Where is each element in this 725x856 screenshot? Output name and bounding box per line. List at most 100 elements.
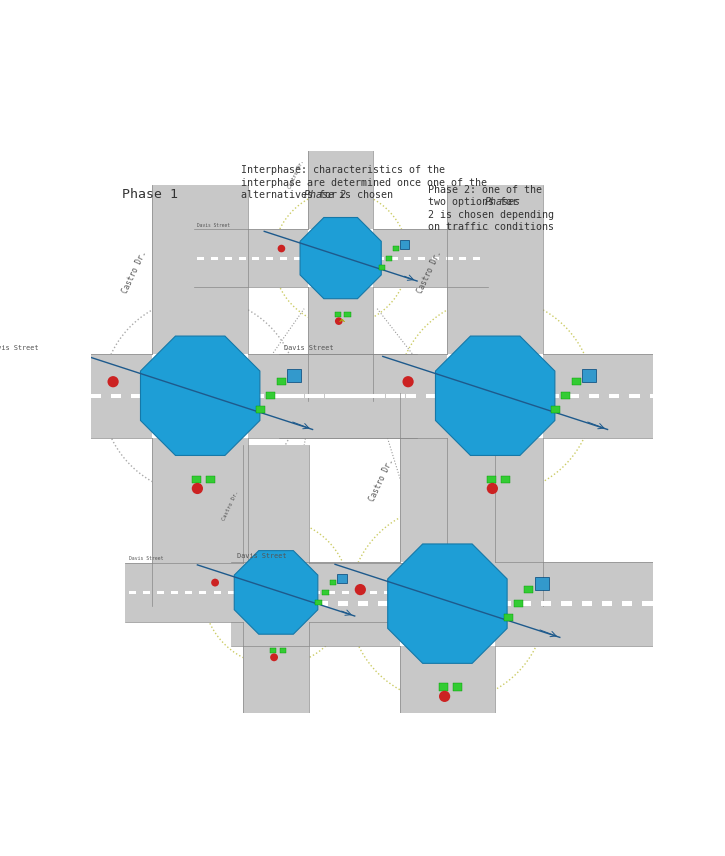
Circle shape	[402, 376, 414, 387]
Bar	[521, 602, 531, 606]
Bar	[398, 591, 405, 594]
Text: Phase 2: Phase 2	[304, 190, 346, 200]
Bar	[9, 394, 20, 398]
Bar	[386, 256, 392, 260]
Bar	[501, 602, 511, 606]
Bar	[334, 394, 344, 398]
Bar	[125, 563, 243, 622]
Bar	[370, 591, 377, 594]
Bar	[495, 562, 664, 645]
Text: interphase are determined once one of the: interphase are determined once one of th…	[241, 178, 487, 187]
Bar	[337, 574, 347, 583]
Bar	[581, 602, 592, 606]
Bar	[280, 648, 286, 653]
Bar	[213, 591, 220, 594]
Bar	[270, 648, 276, 653]
Bar	[344, 312, 351, 318]
Text: Davis Street: Davis Street	[236, 553, 286, 559]
Bar	[194, 229, 308, 287]
Circle shape	[486, 483, 498, 494]
Text: Castro Dr.: Castro Dr.	[221, 490, 239, 521]
Bar	[335, 312, 341, 318]
Bar	[629, 394, 639, 398]
Bar	[266, 257, 273, 259]
Text: Castro Dr.: Castro Dr.	[415, 249, 443, 294]
Bar	[534, 577, 549, 590]
Bar	[514, 600, 523, 607]
Bar	[111, 394, 121, 398]
Bar	[569, 394, 579, 398]
Bar	[314, 394, 324, 398]
Bar	[304, 394, 315, 398]
Bar	[197, 257, 204, 259]
Polygon shape	[388, 544, 507, 663]
Bar	[447, 185, 543, 354]
Bar	[561, 602, 571, 606]
Bar	[131, 394, 141, 398]
Bar	[199, 591, 207, 594]
Circle shape	[107, 376, 119, 387]
Bar	[294, 394, 304, 398]
Bar	[504, 614, 513, 621]
Bar	[345, 394, 355, 398]
Bar	[248, 354, 416, 438]
Bar	[143, 591, 150, 594]
Bar	[294, 257, 301, 259]
Bar	[239, 257, 246, 259]
Bar	[318, 602, 328, 606]
Bar	[308, 115, 373, 229]
Bar	[439, 683, 448, 691]
Bar	[70, 394, 80, 398]
Text: Phases: Phases	[485, 198, 521, 207]
Bar	[399, 645, 495, 814]
Bar	[571, 378, 581, 385]
Bar	[582, 369, 596, 382]
Bar	[191, 476, 201, 483]
Text: Davis Street: Davis Street	[197, 223, 231, 228]
Bar	[432, 257, 439, 259]
Bar	[338, 602, 348, 606]
Bar	[157, 591, 164, 594]
Bar	[609, 394, 619, 398]
Bar	[400, 241, 410, 248]
Bar	[257, 602, 267, 606]
Bar	[277, 602, 287, 606]
Bar	[287, 369, 302, 382]
Polygon shape	[300, 217, 381, 299]
Bar	[426, 394, 436, 398]
Bar	[277, 378, 286, 385]
Text: on traffic conditions: on traffic conditions	[428, 223, 554, 232]
Bar	[356, 591, 363, 594]
Bar	[206, 476, 215, 483]
Bar	[279, 354, 447, 438]
Bar	[328, 591, 335, 594]
Circle shape	[211, 579, 219, 586]
Bar	[622, 602, 632, 606]
Polygon shape	[436, 336, 555, 455]
Circle shape	[439, 691, 450, 702]
Bar	[252, 257, 260, 259]
Bar	[446, 257, 452, 259]
Circle shape	[191, 483, 203, 494]
Bar	[297, 602, 307, 606]
Bar	[310, 563, 428, 622]
Bar	[0, 354, 152, 438]
Text: Davis Street: Davis Street	[128, 556, 163, 561]
Bar	[386, 394, 396, 398]
Bar	[418, 257, 425, 259]
Bar	[50, 394, 60, 398]
Text: is chosen: is chosen	[333, 190, 393, 200]
Bar	[341, 591, 349, 594]
Bar	[379, 265, 385, 270]
Text: 2 is chosen depending: 2 is chosen depending	[428, 210, 554, 220]
Bar	[211, 257, 218, 259]
Bar	[152, 438, 248, 606]
Bar	[152, 185, 248, 354]
Bar	[486, 476, 496, 483]
Bar	[670, 394, 680, 398]
Bar	[378, 602, 389, 606]
Text: Phase 2: one of the: Phase 2: one of the	[428, 185, 542, 195]
Bar	[225, 257, 232, 259]
Bar	[365, 394, 376, 398]
Bar	[413, 591, 420, 594]
